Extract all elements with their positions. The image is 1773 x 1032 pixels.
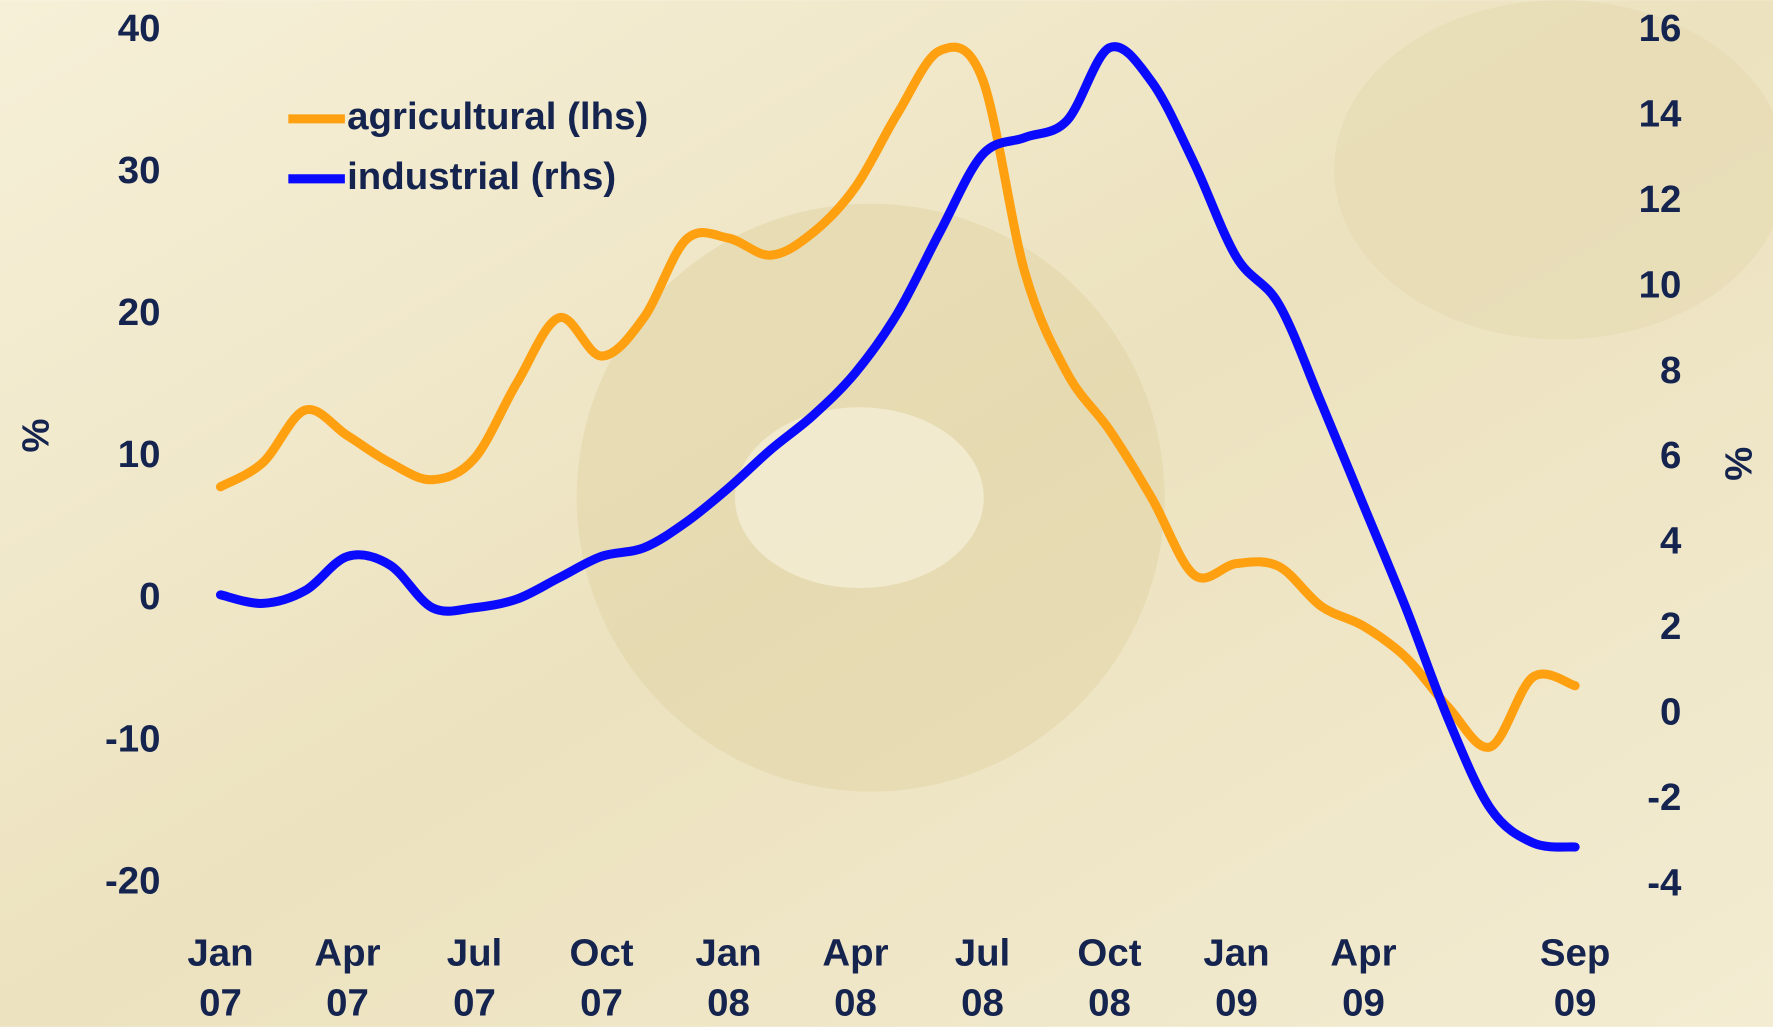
y-tick-label: -10 xyxy=(105,717,161,760)
y-tick-label: 40 xyxy=(118,7,161,50)
y2-tick-label: 6 xyxy=(1660,434,1681,477)
y2-tick-label: -4 xyxy=(1647,862,1682,905)
y-tick-label: 20 xyxy=(118,291,161,334)
legend-label: industrial (rhs) xyxy=(347,155,616,198)
y-tick-label: 30 xyxy=(118,149,161,192)
y2-tick-label: 14 xyxy=(1639,92,1682,135)
y2-tick-label: 2 xyxy=(1660,605,1681,648)
y2-tick-label: 16 xyxy=(1639,7,1682,50)
y2-tick-label: 10 xyxy=(1639,263,1682,306)
y2-tick-label: 4 xyxy=(1660,520,1682,563)
chart: % % -20-10010203040-4-20246810121416Jan0… xyxy=(0,0,1773,1027)
y-axis-label: % xyxy=(15,418,58,452)
y-tick-label: -20 xyxy=(105,859,161,902)
y-tick-label: 0 xyxy=(139,575,160,618)
y2-tick-label: 8 xyxy=(1660,349,1681,392)
y2-axis-label: % xyxy=(1717,447,1760,481)
decoration xyxy=(735,407,984,588)
y2-tick-label: 0 xyxy=(1660,691,1681,734)
y2-tick-label: 12 xyxy=(1639,178,1682,221)
y-tick-label: 10 xyxy=(118,433,161,476)
legend-label: agricultural (lhs) xyxy=(347,95,648,138)
y2-tick-label: -2 xyxy=(1647,776,1681,819)
decoration xyxy=(1334,0,1773,339)
